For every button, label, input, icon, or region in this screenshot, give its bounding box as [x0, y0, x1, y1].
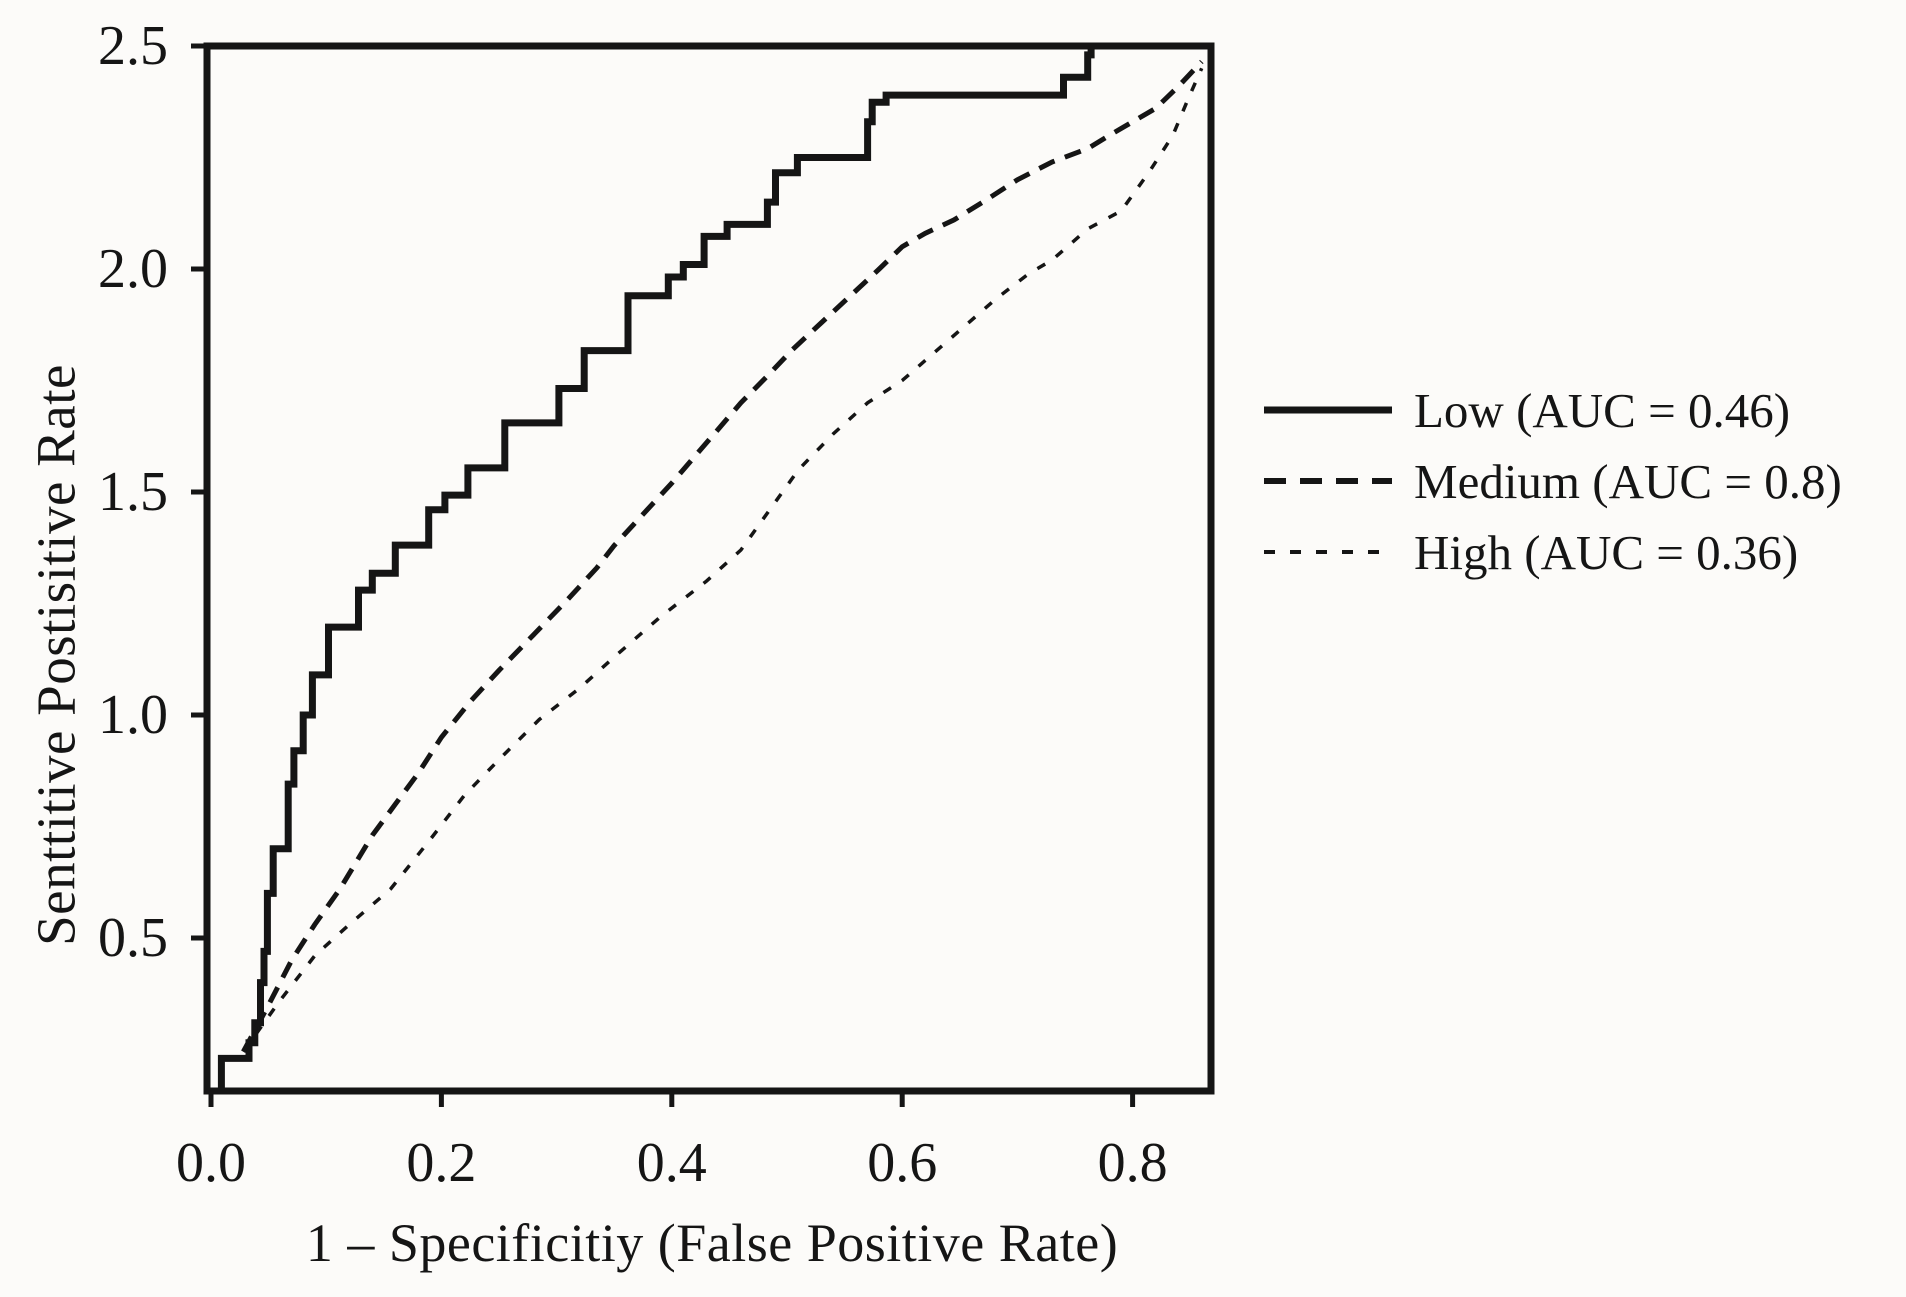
legend-swatch-fine-dashed-line [1264, 550, 1392, 554]
y-axis-title: Senttitive Postisitive Rate [25, 364, 87, 946]
y-tick-label: 1.5 [98, 461, 168, 523]
series-line-low [216, 42, 1211, 1095]
series-line-high [241, 67, 1204, 1053]
series-lines [216, 42, 1211, 1095]
x-axis-ticks: 0.0 0.2 0.4 0.6 0.8 [176, 1094, 1168, 1194]
legend: Low (AUC = 0.46) Medium (AUC = 0.8) High (… [1262, 379, 1842, 583]
x-tick-label: 0.8 [1098, 1132, 1168, 1194]
legend-item-medium: Medium (AUC = 0.8) [1262, 450, 1842, 512]
x-tick-label: 0.2 [406, 1132, 476, 1194]
legend-label-low: Low (AUC = 0.46) [1414, 382, 1791, 438]
legend-label-high: High (AUC = 0.36) [1414, 524, 1799, 580]
x-tick-label: 0.4 [637, 1132, 707, 1194]
legend-label-medium: Medium (AUC = 0.8) [1414, 453, 1842, 509]
y-tick-label: 1.0 [98, 684, 168, 746]
legend-item-high: High (AUC = 0.36) [1262, 521, 1842, 583]
x-axis-title: 1 – Specificitiy (False Positive Rate) [305, 1213, 1119, 1273]
legend-item-low: Low (AUC = 0.46) [1262, 379, 1842, 441]
legend-swatch-dashed-line [1264, 478, 1392, 484]
series-line-medium [241, 59, 1204, 1053]
x-tick-label: 0.6 [867, 1132, 937, 1194]
x-tick-label: 0.0 [176, 1132, 246, 1194]
legend-swatch-solid-line [1264, 406, 1392, 414]
plot-border [203, 42, 1215, 1095]
y-tick-label: 2.0 [98, 238, 168, 300]
y-tick-label: 0.5 [98, 907, 168, 969]
y-axis-ticks: 0.5 1.0 1.5 2.0 2.5 [98, 15, 204, 969]
y-tick-label: 2.5 [98, 15, 168, 77]
